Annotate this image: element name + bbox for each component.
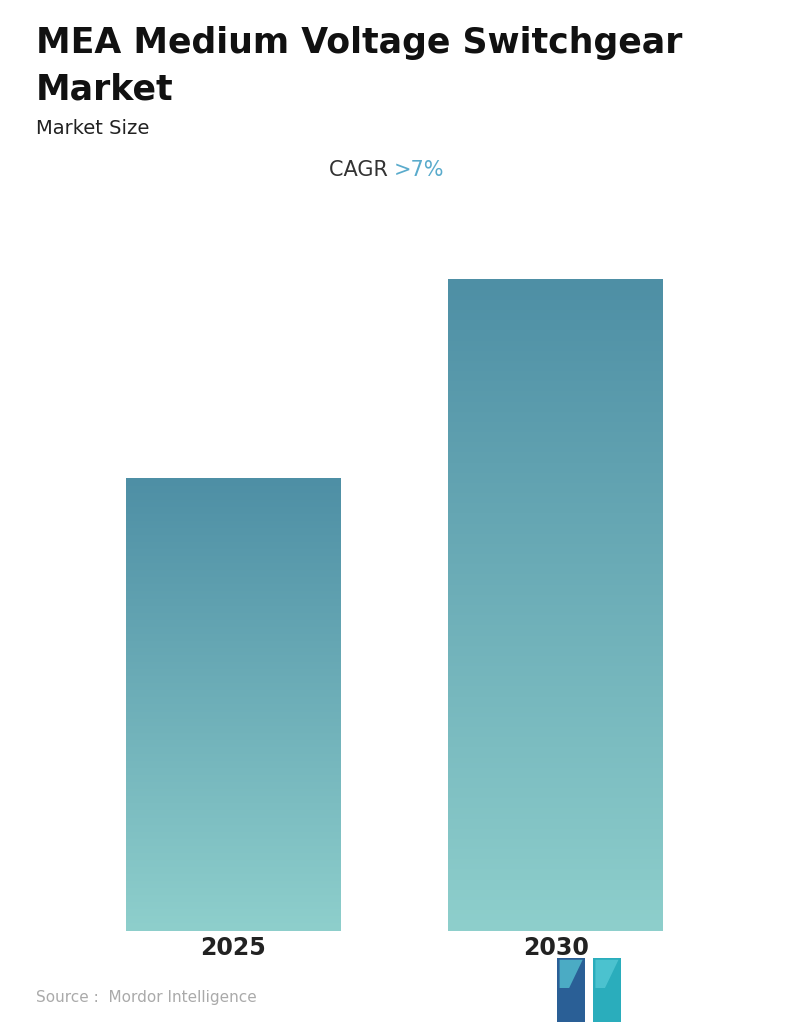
Text: Source :  Mordor Intelligence: Source : Mordor Intelligence bbox=[36, 990, 256, 1005]
Text: >7%: >7% bbox=[394, 160, 444, 180]
Text: MEA Medium Voltage Switchgear: MEA Medium Voltage Switchgear bbox=[36, 26, 682, 60]
Text: Market: Market bbox=[36, 72, 174, 107]
Text: 2030: 2030 bbox=[523, 936, 588, 960]
Text: 2025: 2025 bbox=[201, 936, 266, 960]
Text: Market Size: Market Size bbox=[36, 119, 149, 138]
Text: CAGR: CAGR bbox=[329, 160, 394, 180]
